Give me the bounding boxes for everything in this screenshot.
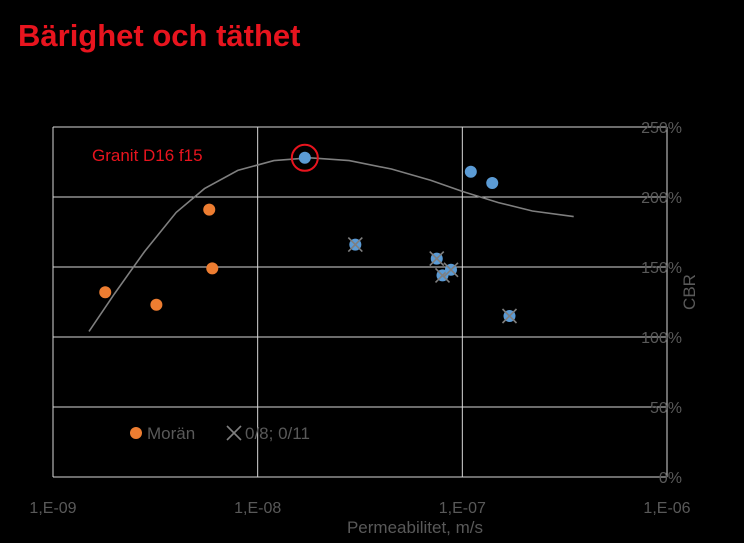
- x-marker-stroke: [501, 308, 518, 324]
- data-point-x: [443, 262, 459, 278]
- data-point: [150, 298, 163, 311]
- x-axis-title: Permeabilitet, m/s: [347, 518, 483, 537]
- data-point-x: [429, 251, 445, 267]
- x-marker-stroke: [429, 251, 445, 267]
- x-tick-label: 1,E-06: [643, 500, 690, 517]
- y-axis-title: CBR: [680, 274, 699, 310]
- data-point: [206, 262, 219, 275]
- y-tick-label: 50%: [650, 400, 682, 417]
- data-point: [464, 165, 477, 178]
- x-marker-stroke: [347, 237, 363, 253]
- legend-marker-circle: [130, 427, 142, 439]
- legend-label: 0/8; 0/11: [245, 424, 310, 443]
- x-marker-stroke: [443, 262, 459, 278]
- legend-marker-x: [226, 425, 242, 441]
- y-tick-label: 250%: [641, 120, 682, 137]
- highlight-circle: [290, 143, 319, 172]
- data-point: [203, 203, 216, 216]
- y-tick-label: 150%: [641, 260, 682, 277]
- data-point: [486, 177, 499, 189]
- x-tick-label: 1,E-08: [234, 500, 281, 517]
- x-tick-label: 1,E-07: [439, 500, 486, 517]
- y-tick-label: 0%: [659, 470, 682, 487]
- annotation-label: Granit D16 f15: [92, 146, 203, 165]
- data-point: [99, 286, 112, 299]
- data-point: [298, 151, 311, 164]
- data-point-x: [347, 237, 363, 253]
- slide-title: Bärighet och täthet: [18, 18, 301, 53]
- y-tick-label: 200%: [641, 190, 682, 207]
- data-point-x: [501, 308, 518, 324]
- x-tick-label: 1,E-09: [29, 500, 76, 517]
- legend-label: Morän: [147, 424, 195, 443]
- y-tick-label: 100%: [641, 330, 682, 347]
